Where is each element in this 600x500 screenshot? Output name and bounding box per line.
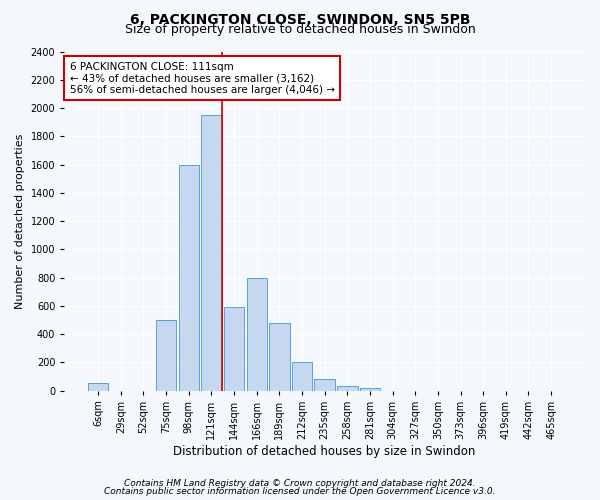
Bar — [224, 307, 244, 390]
X-axis label: Distribution of detached houses by size in Swindon: Distribution of detached houses by size … — [173, 444, 476, 458]
Bar — [269, 322, 290, 390]
Text: Contains HM Land Registry data © Crown copyright and database right 2024.: Contains HM Land Registry data © Crown c… — [124, 478, 476, 488]
Bar — [292, 362, 312, 390]
Text: Contains public sector information licensed under the Open Government Licence v3: Contains public sector information licen… — [104, 487, 496, 496]
Bar — [156, 320, 176, 390]
Bar — [247, 278, 267, 390]
Bar — [201, 115, 221, 390]
Bar — [337, 386, 358, 390]
Bar — [88, 384, 109, 390]
Text: Size of property relative to detached houses in Swindon: Size of property relative to detached ho… — [125, 22, 475, 36]
Bar — [179, 164, 199, 390]
Bar — [360, 388, 380, 390]
Y-axis label: Number of detached properties: Number of detached properties — [15, 134, 25, 308]
Text: 6, PACKINGTON CLOSE, SWINDON, SN5 5PB: 6, PACKINGTON CLOSE, SWINDON, SN5 5PB — [130, 12, 470, 26]
Bar — [314, 379, 335, 390]
Text: 6 PACKINGTON CLOSE: 111sqm
← 43% of detached houses are smaller (3,162)
56% of s: 6 PACKINGTON CLOSE: 111sqm ← 43% of deta… — [70, 62, 335, 95]
